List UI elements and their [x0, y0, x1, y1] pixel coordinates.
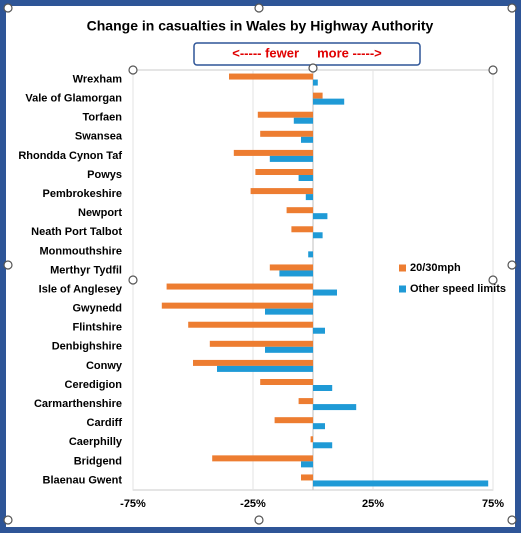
legend-label: Other speed limits — [410, 283, 506, 295]
bar — [313, 480, 489, 487]
bar — [301, 461, 313, 468]
legend-swatch — [399, 285, 406, 293]
y-tick-label: Blaenau Gwent — [43, 474, 123, 486]
bar — [193, 359, 313, 366]
y-tick-label: Isle of Anglesey — [39, 283, 123, 295]
handle — [254, 3, 264, 13]
y-tick-label: Ceredigion — [65, 379, 123, 391]
bar — [269, 264, 313, 271]
handle — [488, 65, 498, 75]
bar — [313, 79, 318, 86]
annotation: <----- fewer more -----> — [232, 45, 382, 60]
handle — [507, 3, 517, 13]
selection-handles — [3, 3, 517, 525]
bar — [188, 321, 313, 328]
bar — [301, 136, 313, 143]
y-tick-label: Torfaen — [82, 112, 122, 124]
bar — [298, 175, 313, 181]
bar — [260, 130, 313, 137]
bar — [274, 417, 313, 424]
bar — [308, 251, 313, 258]
plot: -75% -25% 25% 75% Wrexham Vale of Glamorgan To… — [18, 70, 506, 510]
bar — [293, 117, 313, 124]
handle — [3, 260, 13, 270]
annotation-box — [193, 42, 421, 66]
bar — [313, 213, 328, 220]
bar — [313, 98, 345, 105]
bar — [229, 73, 313, 80]
x-tick-label: -25% — [240, 498, 266, 510]
bar — [217, 365, 313, 372]
handle — [507, 515, 517, 525]
y-tick-label: Conwy — [86, 360, 123, 372]
x-tick-label: -75% — [120, 498, 146, 510]
bar — [305, 194, 313, 201]
bar — [310, 436, 313, 443]
bar — [209, 340, 313, 347]
handle — [308, 63, 318, 73]
y-tick-label: Newport — [78, 207, 122, 219]
handle — [128, 275, 138, 285]
y-tick-label: Monmouthshire — [40, 245, 123, 257]
bar — [269, 155, 313, 162]
y-tick-label: Cardiff — [87, 417, 123, 429]
handle — [488, 275, 498, 285]
handle — [3, 515, 13, 525]
y-tick-label: Flintshire — [72, 322, 122, 334]
bar — [313, 442, 333, 449]
bar — [313, 423, 325, 430]
bar — [313, 232, 323, 239]
bar — [166, 283, 313, 290]
handle — [3, 3, 13, 13]
bar — [255, 169, 313, 175]
y-tick-label: Neath Port Talbot — [31, 226, 122, 238]
bar — [250, 188, 313, 195]
bar — [161, 302, 313, 309]
bar — [313, 404, 357, 411]
bar — [212, 455, 313, 462]
bar — [298, 398, 313, 405]
handle — [128, 65, 138, 75]
y-tick-label: Vale of Glamorgan — [25, 93, 122, 105]
bar — [265, 308, 313, 315]
x-tick-label: 25% — [362, 498, 384, 510]
x-tick-label: 75% — [482, 498, 504, 510]
y-tick-label: Swansea — [75, 131, 123, 143]
y-tick-label: Caerphilly — [69, 436, 123, 448]
bar — [313, 92, 323, 99]
legend-swatch — [399, 264, 406, 272]
bar — [313, 289, 337, 296]
handle — [507, 260, 517, 270]
bar — [286, 207, 313, 214]
handle — [254, 515, 264, 525]
chart-title: Change in casualties in Wales by Highway… — [87, 18, 434, 34]
bar — [313, 327, 325, 334]
bar — [233, 149, 313, 156]
y-tick-label: Bridgend — [74, 455, 122, 467]
y-tick-label: Gwynedd — [72, 303, 122, 315]
bar — [279, 270, 313, 277]
bar — [291, 226, 313, 233]
y-tick-label: Merthyr Tydfil — [50, 264, 122, 276]
y-tick-label: Rhondda Cynon Taf — [18, 150, 122, 162]
legend-label: 20/30mph — [410, 262, 461, 274]
bar — [313, 385, 333, 391]
y-tick-label: Carmarthenshire — [34, 398, 122, 410]
bar — [260, 379, 313, 385]
bar — [265, 346, 313, 353]
y-tick-label: Pembrokeshire — [43, 188, 122, 200]
y-tick-label: Denbighshire — [52, 341, 122, 353]
bar — [257, 111, 313, 118]
bar — [301, 474, 313, 481]
y-tick-label: Powys — [87, 169, 122, 181]
y-tick-label: Wrexham — [73, 73, 123, 85]
